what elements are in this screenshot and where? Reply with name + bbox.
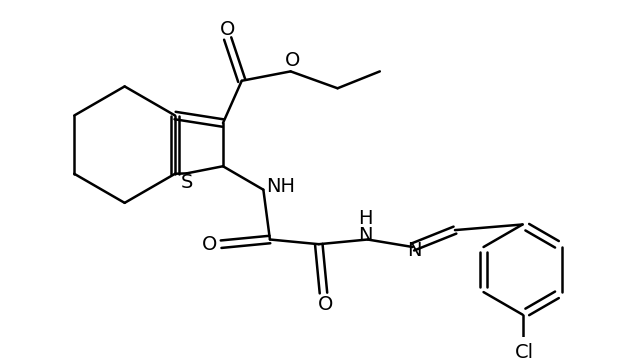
Text: O: O [220,20,236,39]
Text: O: O [285,51,300,70]
Text: N: N [358,226,373,245]
Text: Cl: Cl [515,343,534,359]
Text: N: N [407,241,422,260]
Text: S: S [180,173,193,192]
Text: O: O [202,235,218,254]
Text: NH: NH [266,177,295,196]
Text: O: O [317,295,333,314]
Text: H: H [358,209,373,228]
